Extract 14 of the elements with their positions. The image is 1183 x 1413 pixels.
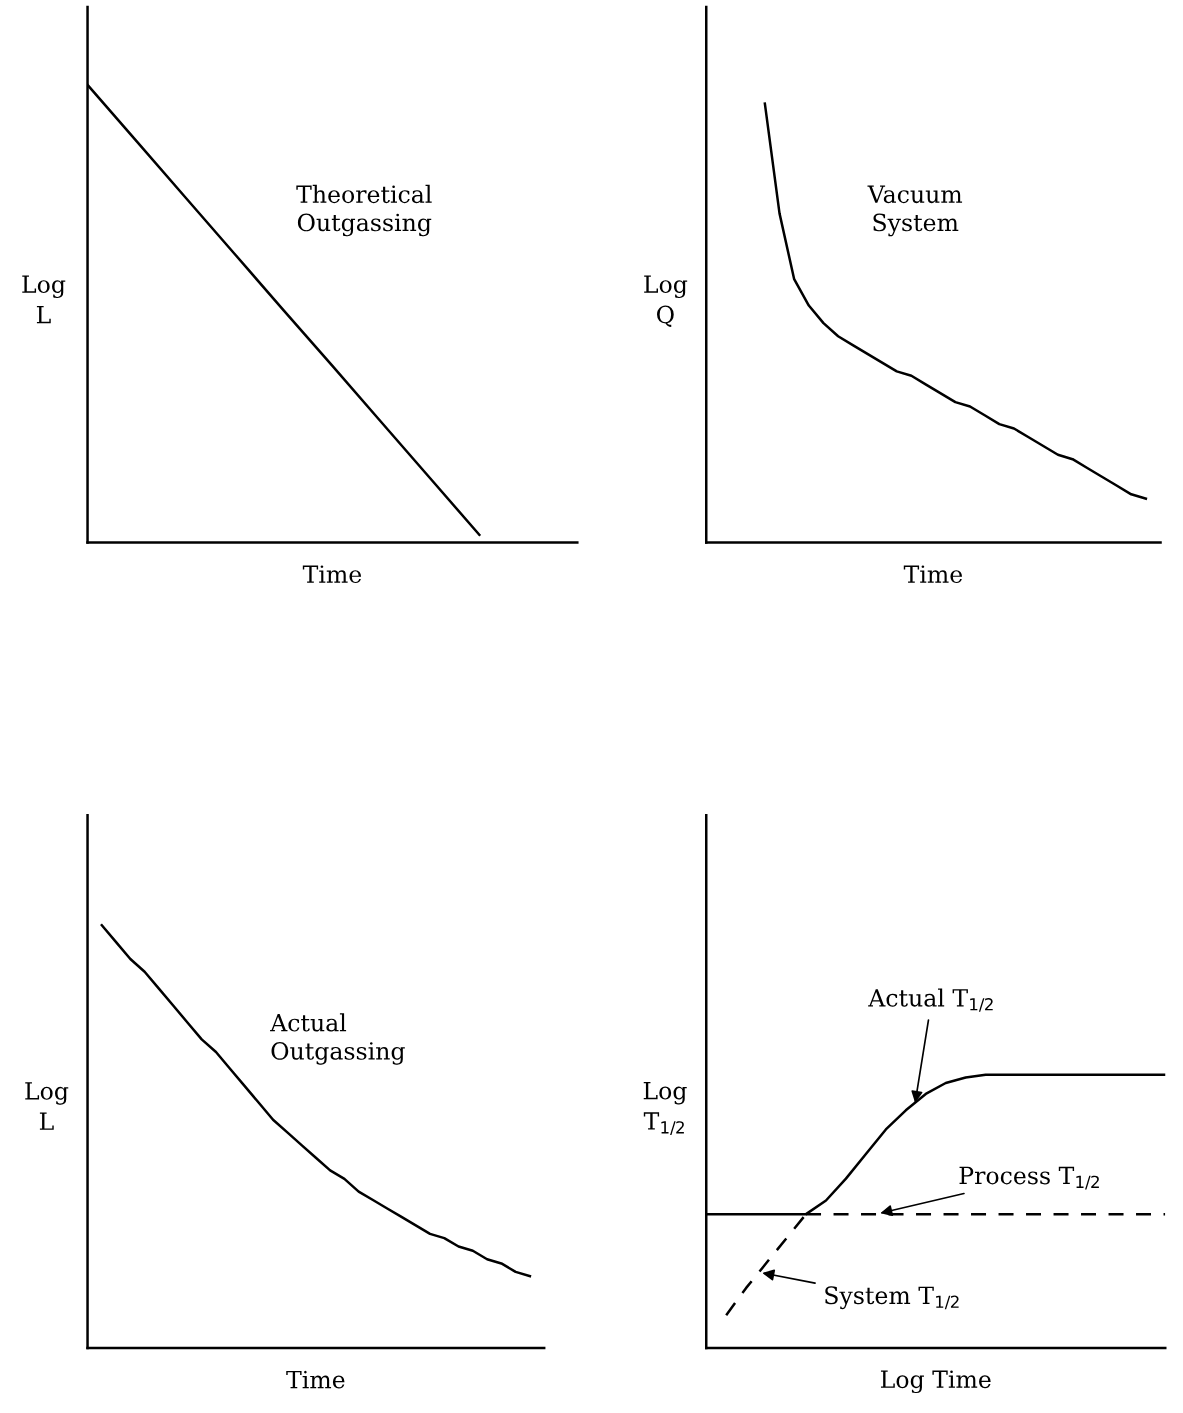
annotation: Theoretical Outgassing: [296, 184, 432, 237]
x-axis-title: Time: [903, 565, 963, 584]
y-axis-title: Log L: [25, 1082, 69, 1130]
annotation: Actual Outgassing: [270, 1013, 405, 1065]
x-axis-title: Time: [286, 1370, 345, 1389]
annotation: System T$_{1/2}$: [825, 1286, 959, 1310]
annotation: Vacuum System: [867, 185, 963, 237]
x-axis-title: Log Time: [880, 1370, 991, 1394]
x-axis-title: Time: [302, 565, 362, 584]
y-axis-title: Log L: [22, 275, 66, 324]
annotation: Process T$_{1/2}$: [959, 1166, 1099, 1190]
text: Actual T$_{1/2}$: [868, 988, 993, 1012]
y-axis-title: Log T$_{1/2}$: [643, 1081, 687, 1135]
y-axis-title: Log Q: [644, 275, 688, 327]
